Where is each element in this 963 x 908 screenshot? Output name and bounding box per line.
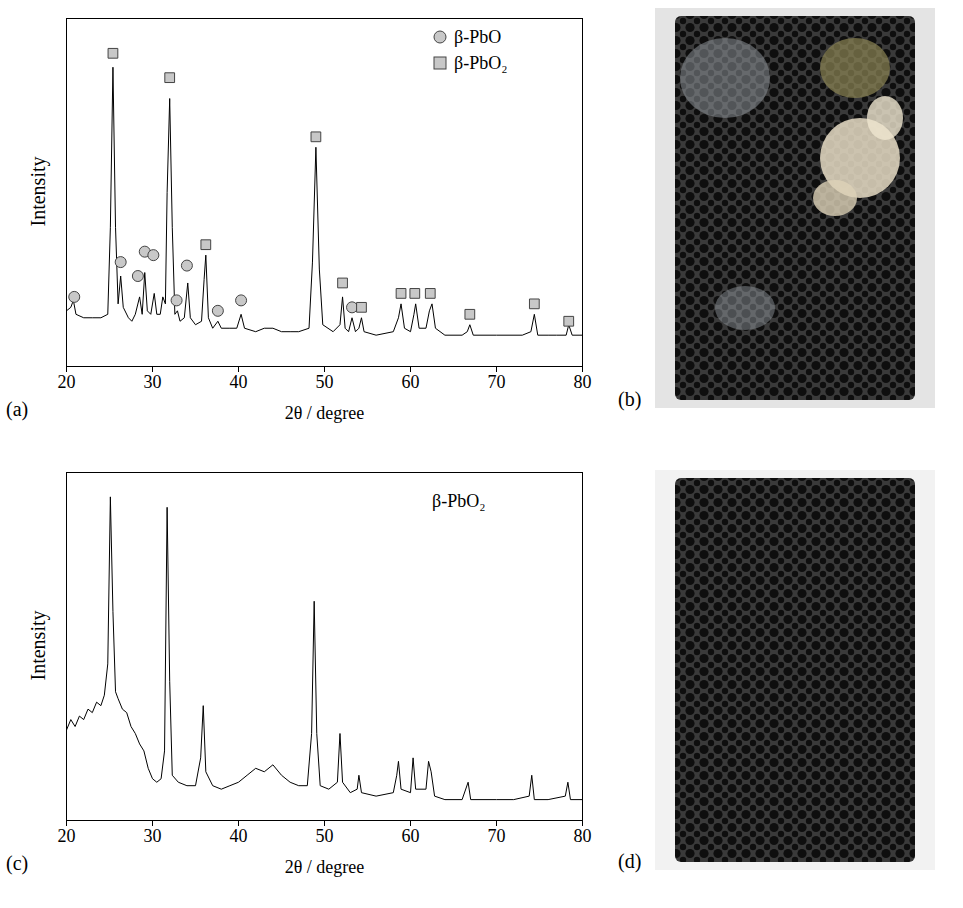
svg-text:30: 30 — [144, 826, 162, 846]
html-text:(d): (d) — [618, 850, 642, 872]
svg-text:50: 50 — [316, 372, 334, 392]
svg-text:60: 60 — [402, 826, 420, 846]
svg-text:40: 40 — [230, 826, 248, 846]
svg-text:40: 40 — [230, 372, 248, 392]
svg-text:2θ / degree: 2θ / degree — [285, 857, 365, 877]
svg-text:20: 20 — [58, 826, 76, 846]
svg-text:70: 70 — [488, 372, 506, 392]
svg-text:80: 80 — [574, 372, 592, 392]
html-text:β-PbO₂: β-PbO₂ — [454, 53, 508, 73]
html-text:β-PbO: β-PbO — [454, 27, 502, 47]
svg-text:60: 60 — [402, 372, 420, 392]
svg-text:70: 70 — [488, 826, 506, 846]
svg-text:2θ / degree: 2θ / degree — [285, 403, 365, 423]
svg-text:30: 30 — [144, 372, 162, 392]
html-text:Intensity: Intensity — [26, 156, 49, 227]
html-text:Intensity: Intensity — [26, 610, 49, 681]
svg-text:50: 50 — [316, 826, 334, 846]
svg-text:80: 80 — [574, 826, 592, 846]
html-text:β-PbO₂: β-PbO₂ — [432, 491, 486, 511]
html-text:(b): (b) — [618, 388, 642, 410]
svg-text:20: 20 — [58, 372, 76, 392]
html-text:(c): (c) — [6, 852, 29, 874]
html-text:(a): (a) — [6, 398, 29, 420]
